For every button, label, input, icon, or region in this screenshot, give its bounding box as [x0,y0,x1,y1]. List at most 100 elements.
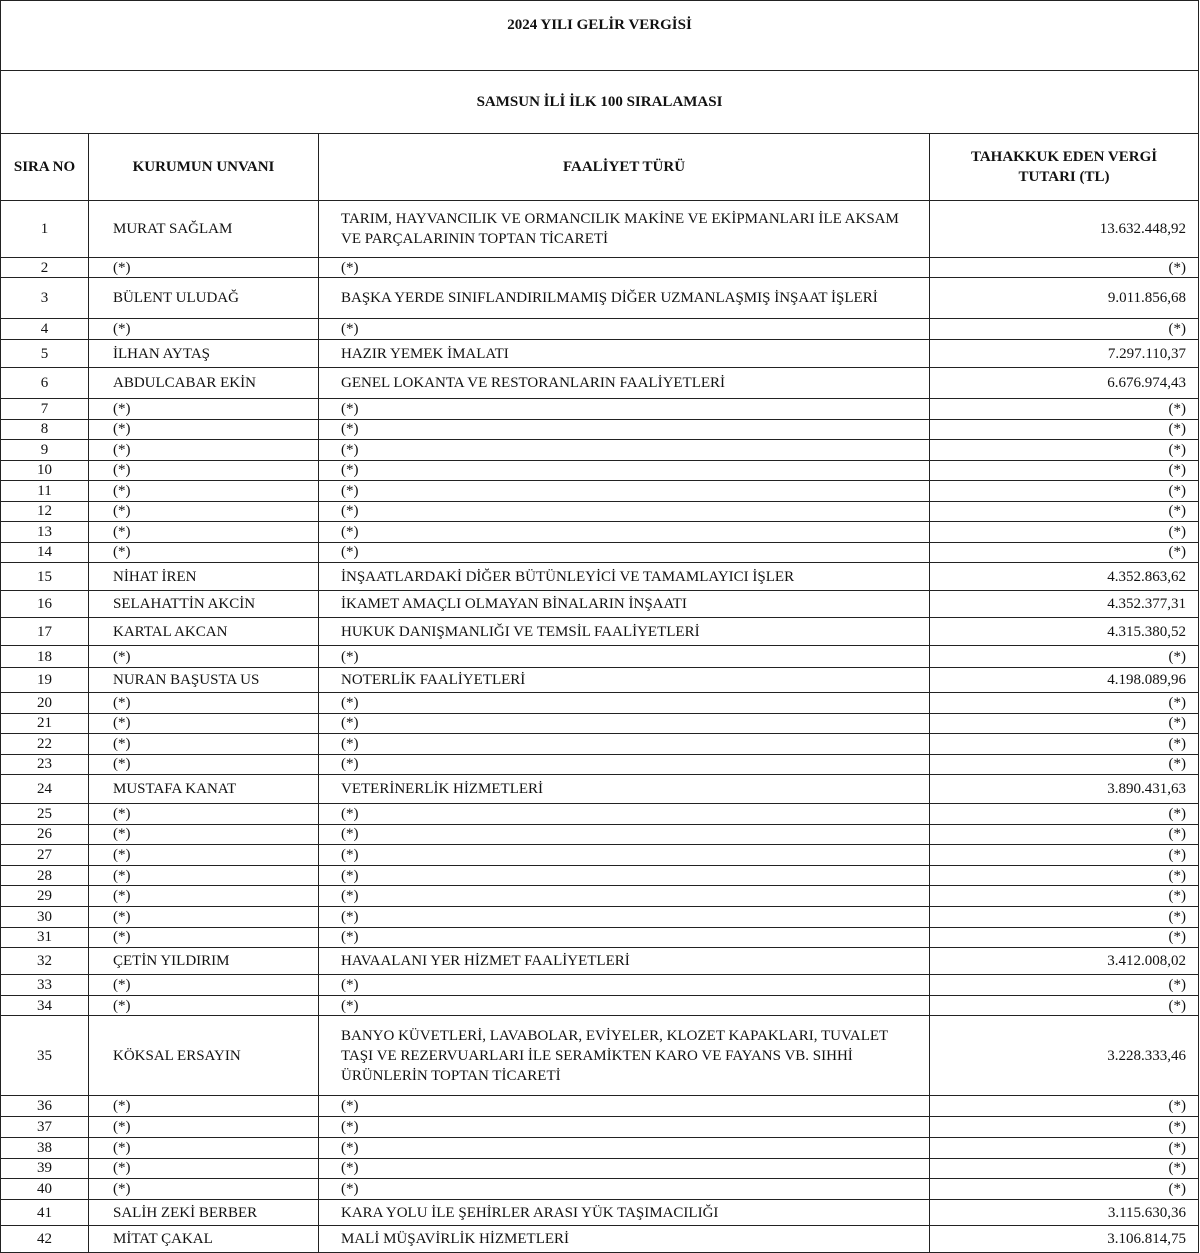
rank-cell: 19 [0,667,89,693]
name-cell: (*) [88,500,319,522]
table-row: 31 (*) (*) (*) [0,926,1200,949]
activity-cell: (*) [318,974,930,997]
name-cell: (*) [88,480,319,502]
tax-amount-cell: (*) [928,541,1200,563]
table-row: 30 (*) (*) (*) [0,905,1200,928]
tax-amount-cell: (*) [928,1115,1200,1138]
activity-cell: KARA YOLU İLE ŞEHİRLER ARASI YÜK TAŞIMAC… [318,1199,930,1227]
name-cell: (*) [88,926,319,949]
table-row: 25 (*) (*) (*) [0,803,1200,825]
name-cell: (*) [88,459,319,481]
tax-amount-cell: 4.198.089,96 [928,667,1200,693]
column-header-activity: FAALİYET TÜRÜ [318,133,930,201]
name-cell: (*) [88,823,319,846]
rank-cell: 4 [0,318,89,340]
tax-amount-cell: 3.228.333,46 [928,1015,1200,1097]
rank-cell: 11 [0,480,89,502]
table-row: 21 (*) (*) (*) [0,712,1200,734]
activity-cell: HUKUK DANIŞMANLIĞI VE TEMSİL FAALİYETLER… [318,617,930,646]
rank-cell: 21 [0,712,89,734]
activity-cell: (*) [318,1115,930,1138]
rank-cell: 10 [0,459,89,481]
tax-amount-cell: (*) [928,418,1200,440]
tax-amount-cell: (*) [928,844,1200,866]
activity-cell: (*) [318,521,930,543]
name-cell: (*) [88,1157,319,1180]
activity-cell: MALİ MÜŞAVİRLİK HİZMETLERİ [318,1225,930,1253]
activity-cell: (*) [318,712,930,734]
activity-cell: (*) [318,480,930,502]
table-row: 13 (*) (*) (*) [0,521,1200,543]
table-row: 8 (*) (*) (*) [0,418,1200,440]
rank-cell: 15 [0,562,89,591]
activity-cell: (*) [318,1136,930,1159]
tax-amount-cell: (*) [928,926,1200,949]
tax-amount-cell: (*) [928,864,1200,887]
activity-cell: (*) [318,692,930,714]
activity-cell: (*) [318,864,930,887]
rank-cell: 7 [0,398,89,420]
rank-cell: 27 [0,844,89,866]
tax-amount-cell: 7.297.110,37 [928,339,1200,368]
activity-cell: İNŞAATLARDAKİ DİĞER BÜTÜNLEYİCİ VE TAMAM… [318,562,930,591]
name-cell: SALİH ZEKİ BERBER [88,1199,319,1227]
tax-amount-cell: (*) [928,1136,1200,1159]
document-subtitle: SAMSUN İLİ İLK 100 SIRALAMASI [0,70,1200,134]
table-row: 41 SALİH ZEKİ BERBER KARA YOLU İLE ŞEHİRLE… [0,1199,1200,1227]
table-row: 37 (*) (*) (*) [0,1115,1200,1138]
rank-cell: 33 [0,974,89,997]
table-row: 4 (*) (*) (*) [0,318,1200,340]
table-row: 33 (*) (*) (*) [0,974,1200,997]
rank-cell: 20 [0,692,89,714]
table-row: 7 (*) (*) (*) [0,398,1200,420]
rank-cell: 5 [0,339,89,368]
tax-amount-cell: 6.676.974,43 [928,367,1200,399]
name-cell: (*) [88,692,319,714]
table-row: 12 (*) (*) (*) [0,500,1200,522]
activity-cell: BANYO KÜVETLERİ, LAVABOLAR, EVİYELER, KL… [318,1015,930,1097]
activity-cell: (*) [318,844,930,866]
activity-cell: (*) [318,439,930,461]
rank-cell: 42 [0,1225,89,1253]
tax-amount-cell: (*) [928,645,1200,668]
name-cell: (*) [88,864,319,887]
tax-amount-cell: (*) [928,1178,1200,1201]
rank-cell: 25 [0,803,89,825]
table-row: 38 (*) (*) (*) [0,1136,1200,1159]
tax-amount-cell: 3.106.814,75 [928,1225,1200,1253]
name-cell: NİHAT İREN [88,562,319,591]
table-row: 28 (*) (*) (*) [0,864,1200,887]
rank-cell: 37 [0,1115,89,1138]
tax-amount-cell: 13.632.448,92 [928,200,1200,258]
tax-amount-cell: 3.412.008,02 [928,947,1200,976]
tax-amount-cell: (*) [928,398,1200,420]
name-cell: (*) [88,521,319,543]
tax-amount-cell: 4.352.377,31 [928,590,1200,618]
tax-amount-cell: (*) [928,257,1200,278]
rank-cell: 29 [0,885,89,907]
rank-cell: 39 [0,1157,89,1180]
tax-amount-cell: (*) [928,974,1200,997]
rank-cell: 40 [0,1178,89,1201]
name-cell: (*) [88,885,319,907]
activity-cell: (*) [318,905,930,928]
tax-amount-cell: (*) [928,1157,1200,1180]
tax-amount-cell: (*) [928,500,1200,522]
name-cell: (*) [88,645,319,668]
rank-cell: 8 [0,418,89,440]
rank-cell: 32 [0,947,89,976]
table-row: 18 (*) (*) (*) [0,645,1200,668]
activity-cell: TARIM, HAYVANCILIK VE ORMANCILIK MAKİNE … [318,200,930,258]
name-cell: (*) [88,1136,319,1159]
activity-cell: (*) [318,257,930,278]
name-cell: (*) [88,318,319,340]
activity-cell: İKAMET AMAÇLI OLMAYAN BİNALARIN İNŞAATI [318,590,930,618]
name-cell: (*) [88,418,319,440]
tax-amount-cell: 9.011.856,68 [928,277,1200,319]
rank-cell: 22 [0,733,89,755]
table-body: 1 MURAT SAĞLAM TARIM, HAYVANCILIK VE ORMAN… [0,200,1200,1253]
name-cell: (*) [88,1178,319,1201]
tax-amount-cell: 4.315.380,52 [928,617,1200,646]
tax-amount-cell: (*) [928,480,1200,502]
activity-cell: (*) [318,733,930,755]
